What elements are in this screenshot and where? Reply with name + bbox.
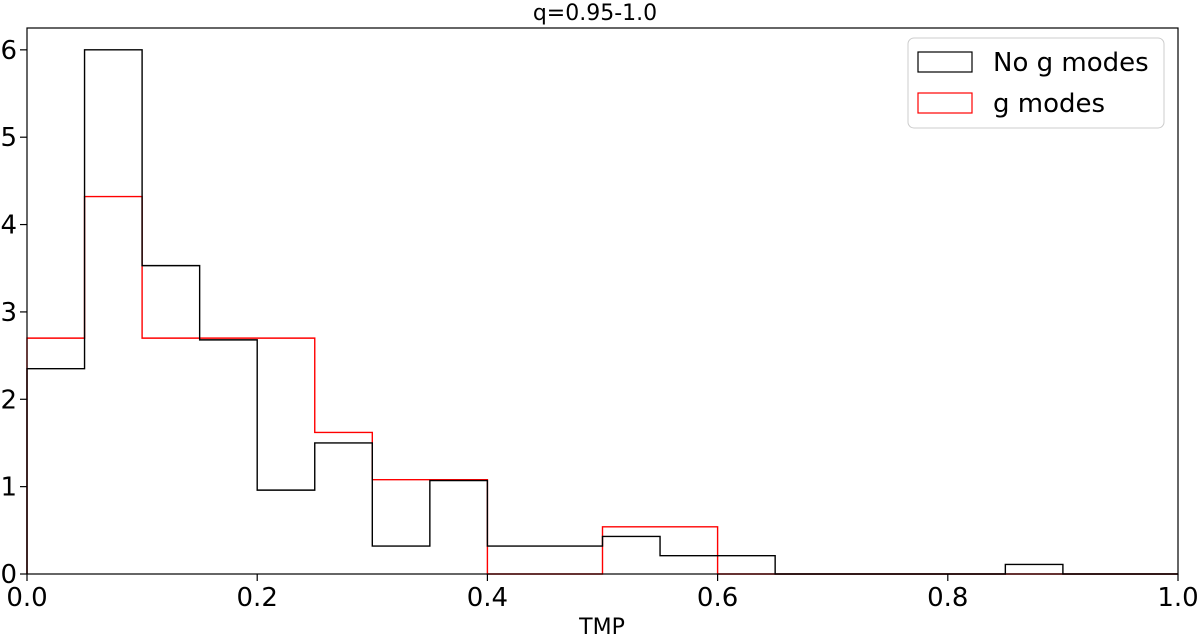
y-tick-label: 1 — [0, 473, 17, 503]
x-tick-label: 0.6 — [697, 583, 738, 613]
legend-label-no-g-modes: No g modes — [993, 48, 1149, 78]
plot-frame — [26, 27, 1179, 575]
x-tick-label: 1.0 — [1157, 583, 1198, 613]
y-tick-label: 0 — [0, 560, 17, 590]
x-tick-label: 0.8 — [927, 583, 968, 613]
legend-swatch-no-g-modes — [917, 51, 973, 73]
legend-label-g-modes: g modes — [993, 89, 1105, 119]
x-axis-label: TMP — [578, 615, 625, 638]
chart-title: q=0.95-1.0 — [533, 1, 657, 26]
x-tick-label: 0.4 — [467, 583, 508, 613]
legend: No g modes g modes — [907, 37, 1165, 129]
series-outline-g-modes — [26, 195, 1178, 575]
legend-swatch-g-modes — [917, 92, 973, 114]
y-axis-ticks: 0 1 2 3 4 5 6 — [0, 36, 27, 590]
y-tick-label: 2 — [0, 385, 17, 415]
x-axis-ticks: 0.0 0.2 0.4 0.6 0.8 1.0 — [6, 574, 1199, 613]
x-tick-label: 0.2 — [237, 583, 278, 613]
y-tick-label: 5 — [0, 123, 17, 153]
y-tick-label: 6 — [0, 36, 17, 66]
y-tick-label: 3 — [0, 298, 17, 328]
y-tick-label: 4 — [0, 211, 17, 241]
x-tick-label: 0.0 — [6, 583, 47, 613]
